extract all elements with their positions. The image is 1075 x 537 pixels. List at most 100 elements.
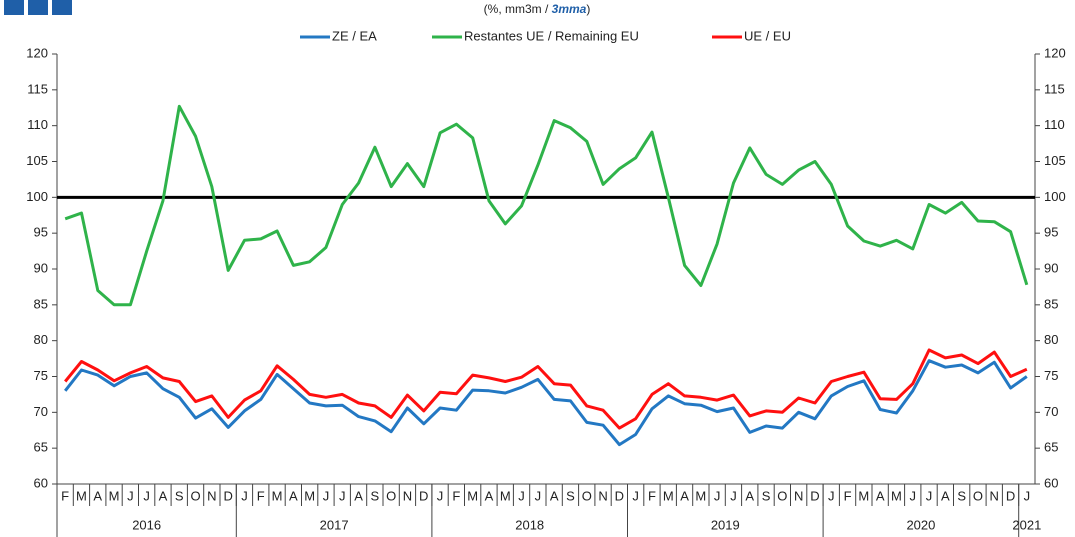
y-tick-label: 100 <box>26 189 48 204</box>
logo-block <box>28 0 48 15</box>
y-tick-label: 60 <box>34 475 48 490</box>
series-line <box>64 359 1028 447</box>
y2-tick-label: 85 <box>1044 296 1058 311</box>
x-tick-label: O <box>582 488 592 503</box>
y2-tick-label: 120 <box>1044 45 1066 60</box>
x-tick-label: D <box>419 488 428 503</box>
x-tick-label: A <box>289 488 298 503</box>
x-tick-label: M <box>304 488 315 503</box>
x-tick-label: F <box>648 488 656 503</box>
year-label: 2021 <box>1012 517 1041 532</box>
x-tick-label: J <box>910 488 917 503</box>
y2-tick-label: 60 <box>1044 475 1058 490</box>
year-label: 2016 <box>132 517 161 532</box>
x-tick-label: J <box>143 488 150 503</box>
y2-tick-label: 75 <box>1044 368 1058 383</box>
subtitle: (%, mm3m / 3mma) <box>484 2 591 16</box>
x-tick-label: M <box>500 488 511 503</box>
x-tick-label: J <box>730 488 737 503</box>
x-tick-label: O <box>386 488 396 503</box>
x-tick-label: D <box>810 488 819 503</box>
x-tick-label: N <box>207 488 216 503</box>
y2-tick-label: 110 <box>1044 117 1065 132</box>
series-line <box>64 348 1028 430</box>
x-tick-label: A <box>354 488 363 503</box>
y-tick-label: 110 <box>27 117 48 132</box>
year-label: 2019 <box>711 517 740 532</box>
x-tick-label: N <box>990 488 999 503</box>
x-tick-label: S <box>175 488 184 503</box>
x-tick-label: F <box>61 488 69 503</box>
x-tick-label: O <box>777 488 787 503</box>
y2-tick-label: 80 <box>1044 332 1058 347</box>
x-tick-label: A <box>159 488 168 503</box>
year-label: 2018 <box>515 517 544 532</box>
x-tick-label: O <box>190 488 200 503</box>
x-tick-label: J <box>714 488 721 503</box>
x-tick-label: A <box>550 488 559 503</box>
x-tick-label: J <box>926 488 933 503</box>
x-tick-label: S <box>957 488 966 503</box>
x-tick-label: J <box>437 488 444 503</box>
y2-tick-label: 90 <box>1044 260 1058 275</box>
x-tick-label: J <box>828 488 835 503</box>
x-tick-label: J <box>323 488 330 503</box>
y-tick-label: 115 <box>27 81 48 96</box>
legend-label: ZE / EA <box>332 28 377 43</box>
x-tick-label: A <box>93 488 102 503</box>
x-tick-label: A <box>941 488 950 503</box>
x-tick-label: A <box>745 488 754 503</box>
x-tick-label: M <box>467 488 478 503</box>
x-tick-label: J <box>127 488 134 503</box>
x-tick-label: M <box>272 488 283 503</box>
y-tick-label: 90 <box>34 260 48 275</box>
y-tick-label: 85 <box>34 296 48 311</box>
year-label: 2017 <box>320 517 349 532</box>
x-tick-label: A <box>680 488 689 503</box>
y2-tick-label: 70 <box>1044 404 1058 419</box>
x-tick-label: S <box>762 488 771 503</box>
x-tick-label: M <box>663 488 674 503</box>
y-tick-label: 65 <box>34 440 48 455</box>
legend-label: Restantes UE / Remaining EU <box>464 28 639 43</box>
x-tick-label: F <box>844 488 852 503</box>
x-tick-label: A <box>876 488 885 503</box>
subtitle-emphasis: 3mma <box>552 2 587 16</box>
year-label: 2020 <box>906 517 935 532</box>
y-tick-label: 80 <box>34 332 48 347</box>
y2-tick-label: 95 <box>1044 225 1058 240</box>
x-tick-label: J <box>1024 488 1031 503</box>
x-tick-label: S <box>371 488 380 503</box>
legend-label: UE / EU <box>744 28 791 43</box>
logo-block <box>52 0 72 15</box>
x-tick-label: D <box>223 488 232 503</box>
x-tick-label: J <box>535 488 542 503</box>
subtitle-part: ) <box>586 2 590 16</box>
y2-tick-label: 100 <box>1044 189 1066 204</box>
y-tick-label: 120 <box>26 45 48 60</box>
x-tick-label: F <box>452 488 460 503</box>
x-tick-label: M <box>695 488 706 503</box>
x-tick-label: M <box>891 488 902 503</box>
y-tick-label: 75 <box>34 368 48 383</box>
x-tick-label: J <box>339 488 346 503</box>
y2-tick-label: 105 <box>1044 153 1066 168</box>
x-tick-label: M <box>109 488 120 503</box>
series-line <box>64 104 1029 307</box>
x-tick-label: J <box>241 488 248 503</box>
y-tick-label: 95 <box>34 225 48 240</box>
x-tick-label: J <box>518 488 525 503</box>
x-tick-label: O <box>973 488 983 503</box>
y-tick-label: 70 <box>34 404 48 419</box>
subtitle-part: (%, mm3m / <box>484 2 552 16</box>
x-tick-label: F <box>257 488 265 503</box>
y2-tick-label: 115 <box>1044 81 1065 96</box>
logo-block <box>4 0 24 15</box>
y2-tick-label: 65 <box>1044 440 1058 455</box>
x-tick-label: D <box>615 488 624 503</box>
x-tick-label: N <box>598 488 607 503</box>
x-tick-label: S <box>566 488 575 503</box>
x-tick-label: J <box>632 488 639 503</box>
y-tick-label: 105 <box>26 153 48 168</box>
